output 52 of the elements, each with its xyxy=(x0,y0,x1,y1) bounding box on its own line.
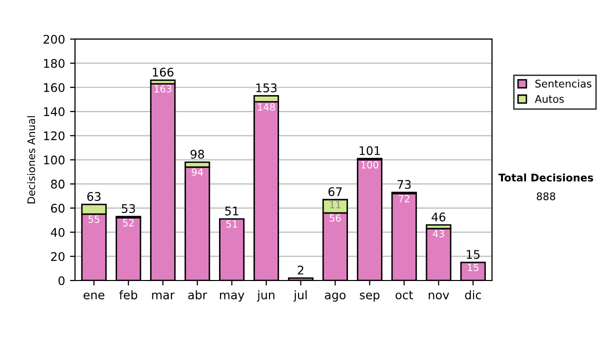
x-tick-label: feb xyxy=(119,290,138,300)
total-label: 51 xyxy=(225,206,238,216)
total-label: 67 xyxy=(328,187,342,196)
y-tick-label: 60 xyxy=(51,204,64,213)
data-label: 148 xyxy=(258,103,275,111)
total-label: 153 xyxy=(256,83,277,92)
y-axis-title: Decisiones Anual xyxy=(27,116,36,204)
data-label: 11 xyxy=(330,201,340,208)
total-label: 46 xyxy=(432,212,446,222)
x-tick-label: dic xyxy=(465,290,481,300)
legend-label: Autos xyxy=(534,95,564,103)
total-label: 15 xyxy=(466,250,480,259)
total-label: 166 xyxy=(152,68,174,77)
data-label: 163 xyxy=(154,85,172,92)
x-tick-label: jun xyxy=(256,290,274,302)
y-tick-label: 20 xyxy=(51,252,64,262)
y-tick-label: 160 xyxy=(44,83,64,92)
x-tick-label: oct xyxy=(396,290,414,300)
legend-label: Sentencias xyxy=(535,80,592,88)
y-tick-label: 40 xyxy=(50,228,64,237)
x-tick-label: sep xyxy=(360,292,380,302)
data-label: 51 xyxy=(226,220,238,228)
x-tick-label: mar xyxy=(152,292,175,300)
total-label: 2 xyxy=(298,266,304,274)
y-tick-label: 120 xyxy=(44,131,64,140)
data-label: 100 xyxy=(361,161,378,169)
data-label: 15 xyxy=(468,264,478,272)
total-label: 53 xyxy=(122,204,135,214)
data-label: 94 xyxy=(192,168,203,176)
x-tick-label: nov xyxy=(428,292,450,300)
total-label: 101 xyxy=(360,146,380,156)
text: Total Decisiones xyxy=(498,173,594,182)
data-label: 52 xyxy=(122,219,134,226)
y-tick-label: 100 xyxy=(44,156,64,164)
data-label: 55 xyxy=(88,216,100,223)
total-label: 63 xyxy=(87,192,101,201)
data-label: 43 xyxy=(432,230,444,238)
total-label: 73 xyxy=(398,180,411,189)
y-tick-label: 80 xyxy=(51,180,64,189)
y-tick-label: 140 xyxy=(44,107,64,116)
total-label: 98 xyxy=(190,150,204,159)
x-tick-label: ago xyxy=(324,292,346,302)
y-tick-label: 200 xyxy=(44,34,64,44)
data-label: 56 xyxy=(330,214,341,222)
data-label: 72 xyxy=(398,194,410,202)
x-tick-label: jul xyxy=(293,290,307,302)
text: 888 xyxy=(536,192,556,200)
y-tick-label: 180 xyxy=(44,58,64,68)
x-tick-label: abr xyxy=(188,290,208,300)
x-tick-label: ene xyxy=(84,292,104,300)
x-tick-label: may xyxy=(220,292,244,302)
y-tick-label: 0 xyxy=(58,276,64,286)
